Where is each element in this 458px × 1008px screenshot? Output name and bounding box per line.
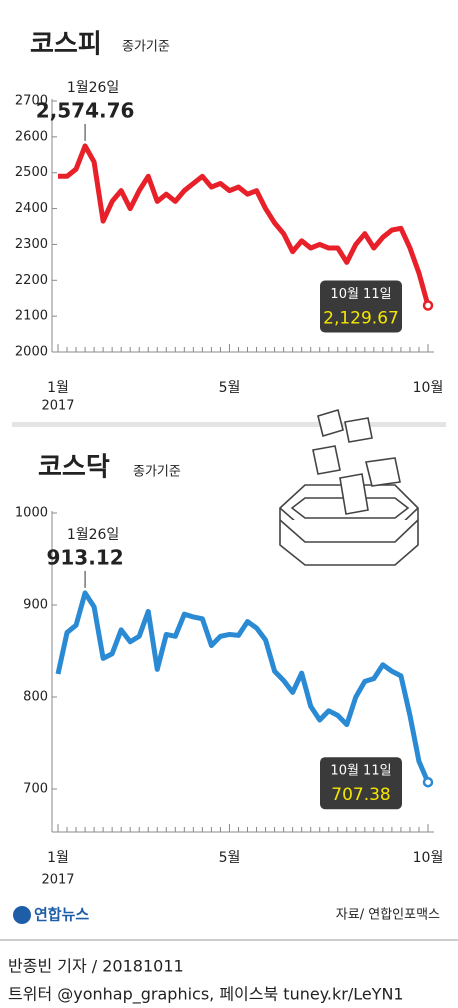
y-tick-label: 2500: [15, 165, 48, 180]
y-tick-label: 2300: [15, 237, 48, 252]
x-sublabel: 2017: [41, 399, 74, 414]
chart-subtitle: 종가기준: [133, 465, 181, 480]
line: [58, 143, 431, 307]
logo: 연합뉴스: [13, 906, 89, 924]
value-label: 2,129.67: [323, 309, 399, 329]
y-tick-label: 2100: [15, 309, 48, 324]
y-tick-label: 2000: [15, 345, 48, 360]
date-label: 1월26일: [67, 527, 119, 543]
credit: 반종빈 기자 / 20181011: [8, 957, 184, 976]
x-sublabel: 2017: [41, 873, 74, 888]
x-tick-label: 1월: [47, 850, 69, 866]
end-point: [422, 300, 434, 311]
sns: 트위터 @yonhap_graphics, 페이스북 tuney.kr/LeYN…: [8, 985, 404, 1005]
x-tick-label: 10월: [413, 850, 444, 866]
value-label: 2,574.76: [36, 98, 135, 122]
chart-subtitle: 종가기준: [122, 40, 170, 55]
logo-mark: [13, 906, 31, 924]
label-box: [320, 280, 402, 333]
y-tick-label: 1000: [15, 506, 48, 521]
end-point: [422, 776, 434, 788]
chart-title: 코스피: [30, 30, 102, 60]
y-tick-label: 2600: [15, 129, 48, 144]
y-tick-label: 800: [23, 690, 48, 705]
date-label: 1월26일: [67, 80, 119, 96]
date-label: 10월 11일: [330, 764, 391, 779]
date-label: 10월 11일: [330, 287, 391, 302]
y-tick-label: 2700: [15, 94, 48, 109]
chart-title: 코스닥: [38, 453, 110, 483]
x-tick-label: 5월: [219, 850, 241, 866]
x-tick-label: 5월: [219, 380, 241, 396]
line: [55, 590, 431, 784]
value-label: 707.38: [331, 785, 390, 805]
ballot-box-icon: [279, 408, 419, 566]
y-tick-label: 2200: [15, 273, 48, 288]
value-label: 913.12: [46, 545, 123, 569]
x-tick-label: 1월: [47, 380, 69, 396]
y-tick-label: 2400: [15, 201, 48, 216]
logo-text: 연합뉴스: [34, 906, 89, 924]
label-box: [320, 757, 402, 810]
source: 자료/ 연합인포맥스: [336, 908, 440, 923]
y-tick-label: 900: [23, 598, 48, 613]
y-tick-label: 700: [23, 782, 48, 797]
x-tick-label: 10월: [413, 380, 444, 396]
divider: [12, 422, 446, 427]
